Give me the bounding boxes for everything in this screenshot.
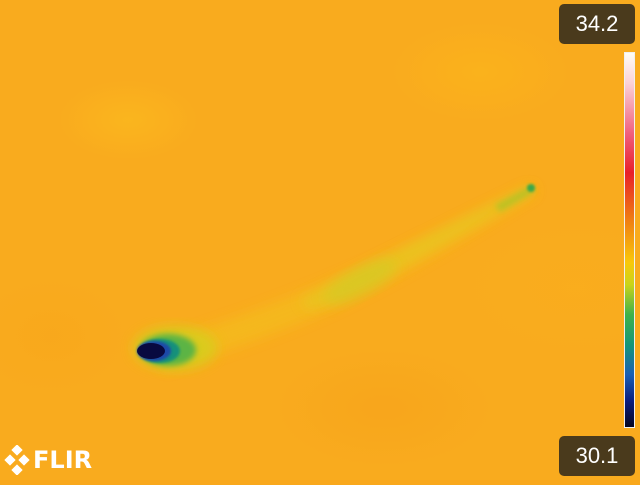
max-temperature-label: 34.2 — [559, 4, 635, 44]
flir-diamond-icon — [4, 445, 30, 475]
min-temperature-label: 30.1 — [559, 436, 635, 476]
cold-spot-core — [137, 343, 165, 359]
cool-trail-center — [324, 259, 396, 305]
flir-logo-text: FLIR — [33, 446, 93, 474]
cool-trail-tip — [495, 185, 536, 212]
cool-tip-spot — [527, 184, 535, 192]
temperature-color-scale — [624, 52, 635, 428]
flir-logo: FLIR — [4, 443, 92, 477]
